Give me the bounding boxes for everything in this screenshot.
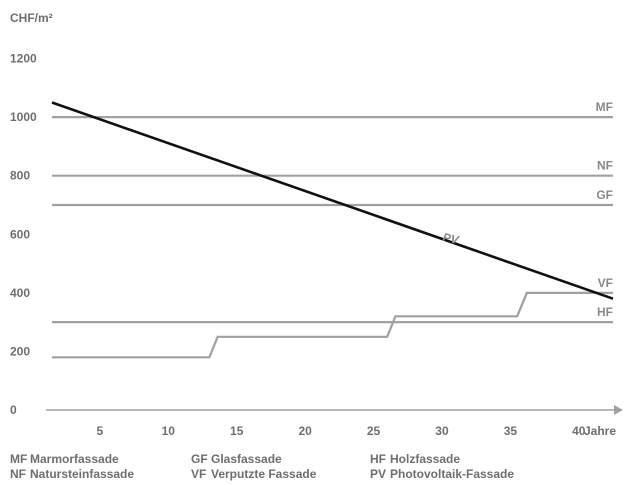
x-axis-ticks: 5 10 15 20 25 30 35 40: [97, 424, 586, 438]
x-tick-label: 10: [162, 424, 176, 438]
y-tick-label: 1200: [10, 52, 37, 66]
x-tick-label: 35: [504, 424, 518, 438]
y-tick-label: 800: [10, 169, 30, 183]
x-tick-label: 20: [298, 424, 312, 438]
x-tick-label: 40: [572, 424, 586, 438]
chart: CHF/m² 0 200 400 600 800 1000 1200 5 10 15 20 25 30…: [10, 11, 623, 438]
series-label-gf: GF: [596, 188, 613, 202]
y-tick-label: 0: [10, 403, 17, 417]
y-tick-label: 200: [10, 344, 30, 358]
y-axis-ticks: 0 200 400 600 800 1000 1200: [10, 52, 37, 417]
x-axis-label: Jahre: [584, 424, 616, 438]
series-label-mf: MF: [596, 100, 613, 114]
legend-item-nf: NF Natursteinfassade: [10, 467, 135, 481]
legend-item-pv: PV Photovoltaik-Fassade: [370, 467, 515, 481]
series-label-hf: HF: [597, 305, 613, 319]
y-tick-label: 1000: [10, 110, 37, 124]
y-axis-label: CHF/m²: [10, 11, 53, 25]
x-axis-arrow-icon: [614, 405, 623, 415]
legend-item-gf: GF Glasfassade: [191, 452, 282, 466]
legend-item-mf: MF Marmorfassade: [10, 452, 119, 466]
series-lines: [51, 101, 614, 359]
x-tick-label: 30: [435, 424, 449, 438]
x-tick-label: 15: [230, 424, 244, 438]
series-labels: MF NF GF VF HF PV: [441, 100, 613, 319]
y-tick-label: 400: [10, 286, 30, 300]
series-label-vf: VF: [598, 276, 613, 290]
legend-item-hf: HF Holzfassade: [370, 452, 461, 466]
y-tick-label: 600: [10, 227, 30, 241]
series-line-vf: [52, 291, 613, 359]
series-label-pv: PV: [441, 230, 461, 247]
x-tick-label: 25: [367, 424, 381, 438]
x-tick-label: 5: [97, 424, 104, 438]
series-line-pv: [51, 101, 614, 300]
legend-item-vf: VF Verputzte Fassade: [191, 467, 317, 481]
series-label-nf: NF: [597, 159, 613, 173]
